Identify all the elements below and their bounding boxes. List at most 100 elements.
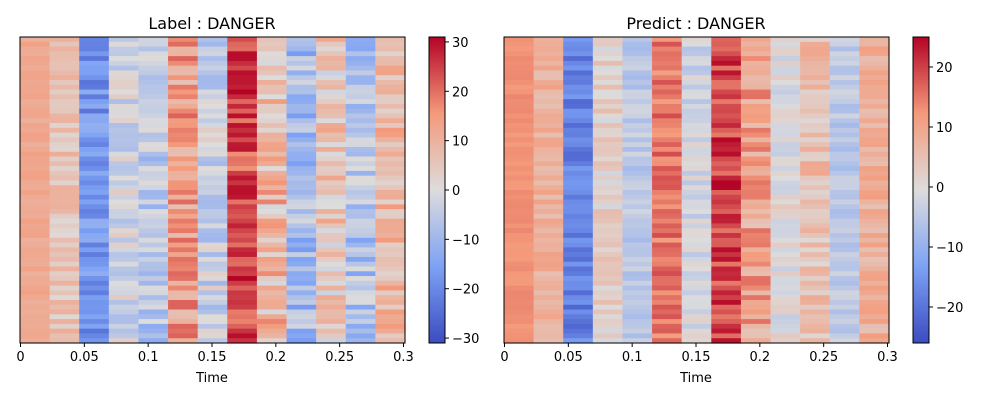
heatmap-cell: [563, 228, 594, 234]
heatmap-cell: [681, 142, 712, 148]
heatmap-cell: [681, 132, 712, 139]
heatmap-cell: [79, 223, 110, 229]
heatmap-cell: [859, 323, 890, 330]
heatmap-cell: [740, 137, 772, 143]
heatmap-cell: [286, 175, 317, 182]
heatmap-cell: [49, 70, 80, 76]
heatmap-cell: [168, 137, 199, 143]
heatmap-cell: [504, 199, 535, 205]
colorbar-tick-label: −30: [452, 332, 479, 347]
heatmap-cell: [108, 328, 140, 335]
heatmap-cell: [168, 276, 199, 282]
heatmap-cell: [108, 233, 140, 239]
heatmap-cell: [622, 276, 653, 282]
heatmap-cell: [345, 276, 376, 282]
heatmap-cell: [563, 242, 594, 248]
heatmap-cell: [256, 170, 288, 177]
heatmap-cell: [740, 228, 772, 234]
heatmap-cell: [168, 242, 199, 248]
heatmap-cell: [256, 228, 288, 234]
heatmap-cell: [345, 94, 376, 100]
heatmap-cell: [652, 185, 683, 191]
heatmap-cell: [711, 276, 742, 282]
heatmap-cell: [375, 242, 406, 248]
heatmap-cell: [168, 37, 199, 43]
heatmap-cell: [227, 314, 258, 320]
heatmap-cell: [316, 161, 347, 167]
heatmap-cell: [108, 56, 140, 62]
heatmap-cell: [563, 75, 594, 81]
heatmap-cell: [138, 127, 169, 134]
heatmap-cell: [622, 89, 653, 95]
heatmap-cell: [740, 185, 772, 191]
heatmap-cell: [592, 209, 624, 215]
heatmap-cell: [108, 123, 140, 129]
heatmap-cell: [168, 161, 199, 167]
heatmap-cell: [622, 256, 653, 263]
heatmap-cell: [711, 99, 742, 105]
heatmap-cell: [108, 127, 140, 134]
heatmap-cell: [20, 323, 51, 330]
heatmap-cell: [563, 51, 594, 57]
heatmap-cell: [652, 295, 683, 301]
heatmap-cell: [197, 199, 228, 205]
heatmap-cell: [829, 290, 860, 296]
heatmap-cell: [108, 89, 140, 95]
heatmap-cell: [681, 180, 712, 186]
heatmap-cell: [711, 41, 742, 48]
heatmap-cell: [316, 180, 347, 186]
heatmap-cell: [652, 99, 683, 105]
heatmap-cell: [138, 65, 169, 72]
heatmap-cell: [563, 309, 594, 315]
heatmap-cell: [256, 103, 288, 110]
heatmap-cell: [711, 323, 742, 330]
heatmap-cell: [286, 41, 317, 48]
heatmap-cell: [652, 166, 683, 172]
heatmap-cell: [652, 271, 683, 277]
heatmap-cell: [375, 319, 406, 325]
heatmap-cell: [800, 84, 831, 91]
heatmap-cell: [375, 285, 406, 292]
heatmap-cell: [345, 323, 376, 330]
heatmap-cell: [49, 156, 80, 162]
heatmap-cell: [138, 151, 169, 158]
heatmap-cell: [504, 271, 535, 277]
heatmap-cell: [859, 127, 890, 134]
heatmap-cell: [20, 108, 51, 115]
heatmap-cell: [800, 309, 831, 315]
heatmap-cell: [859, 319, 890, 325]
heatmap-cell: [800, 170, 831, 177]
heatmap-cell: [375, 299, 406, 306]
heatmap-cell: [533, 166, 564, 172]
heatmap-cell: [563, 185, 594, 191]
heatmap-cell: [197, 60, 228, 67]
heatmap-cell: [652, 323, 683, 330]
heatmap-cell: [286, 137, 317, 143]
heatmap-cell: [711, 266, 742, 272]
heatmap-cell: [652, 118, 683, 124]
heatmap-cell: [859, 65, 890, 72]
heatmap-cell: [770, 309, 801, 315]
heatmap-cell: [138, 146, 169, 153]
x-tick-label: 0.05: [70, 350, 99, 365]
heatmap-cell: [256, 84, 288, 91]
heatmap-cell: [622, 218, 653, 225]
heatmap-cell: [108, 118, 140, 124]
heatmap-cell: [108, 137, 140, 143]
heatmap-cell: [504, 247, 535, 253]
heatmap-cell: [375, 271, 406, 277]
heatmap-cell: [652, 218, 683, 225]
heatmap-cell: [770, 118, 801, 124]
heatmap-cell: [168, 185, 199, 191]
heatmap-cell: [49, 127, 80, 134]
heatmap-cell: [108, 170, 140, 177]
heatmap-cell: [740, 127, 772, 134]
heatmap-cell: [859, 280, 890, 287]
heatmap-cell: [829, 37, 860, 43]
heatmap-cell: [770, 233, 801, 239]
heatmap-cell: [227, 60, 258, 67]
heatmap-cell: [859, 132, 890, 139]
heatmap-cell: [375, 185, 406, 191]
heatmap-cell: [681, 204, 712, 210]
heatmap-cell: [49, 209, 80, 215]
